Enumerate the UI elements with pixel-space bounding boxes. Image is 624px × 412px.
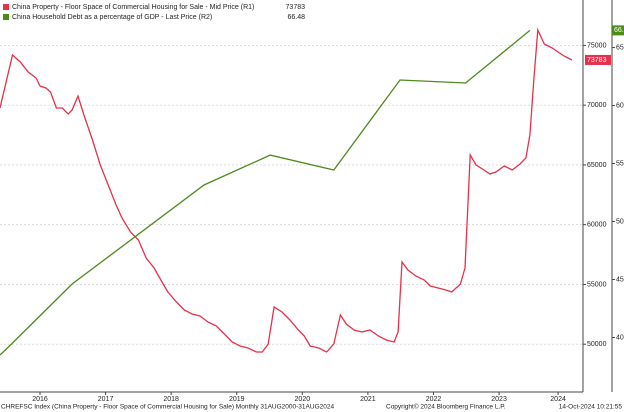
- footer-timestamp: 14-Oct-2024 10:21:55: [559, 404, 623, 411]
- y-tick-label: 75000: [587, 42, 607, 49]
- series-line: [0, 27, 573, 353]
- x-tick-label: 2024: [550, 396, 566, 403]
- y2-tick-label: 60: [616, 102, 624, 109]
- series-line: [0, 29, 531, 356]
- last-value-badge: [585, 54, 611, 65]
- footer-source: CHREFSC Index (China Property - Floor Sp…: [1, 404, 334, 411]
- legend-swatch: [3, 4, 9, 10]
- y2-tick-label: 45: [616, 276, 624, 283]
- y2-tick-label: 55: [616, 160, 624, 167]
- x-tick-label: 2022: [426, 396, 442, 403]
- legend-swatch: [3, 14, 9, 20]
- y2-tick-label: 50: [616, 218, 624, 225]
- y2-tick-label: 65: [616, 44, 624, 51]
- legend-box: [1, 1, 307, 23]
- y-tick-label: 70000: [587, 102, 607, 109]
- x-tick-label: 2018: [163, 396, 179, 403]
- y-tick-label: 65000: [587, 162, 607, 169]
- last-value-badge: [612, 25, 624, 36]
- y-tick-label: 60000: [587, 222, 607, 229]
- y-tick-label: 55000: [587, 281, 607, 288]
- x-tick-label: 2016: [32, 396, 48, 403]
- legend-value: 73783: [286, 4, 306, 11]
- y-tick-label: 50000: [587, 341, 607, 348]
- last-value-label: 73783: [587, 57, 607, 64]
- y2-tick-label: 40: [616, 334, 624, 341]
- x-tick-label: 2019: [229, 396, 245, 403]
- x-tick-label: 2020: [295, 396, 311, 403]
- footer-copyright: Copyright© 2024 Bloomberg Finance L.P.: [386, 403, 506, 411]
- x-tick-label: 2017: [98, 396, 114, 403]
- legend-label: China Household Debt as a percentage of …: [12, 14, 212, 21]
- legend-label: China Property - Floor Space of Commerci…: [12, 4, 254, 11]
- last-value-label: 66.48: [614, 27, 624, 34]
- x-tick-label: 2021: [360, 396, 376, 403]
- legend-value: 66.48: [287, 14, 305, 21]
- x-tick-label: 2023: [491, 396, 507, 403]
